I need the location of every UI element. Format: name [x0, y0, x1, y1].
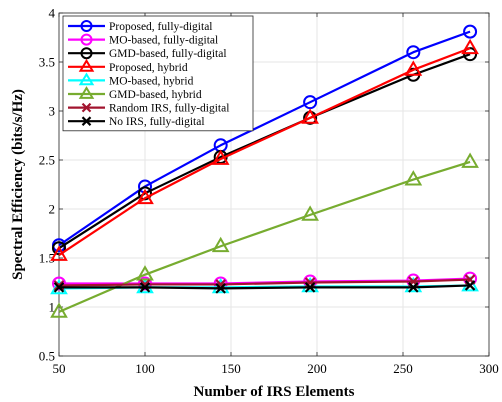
legend-marker: [81, 116, 92, 126]
data-point: [463, 47, 478, 62]
data-point: [50, 245, 68, 261]
legend-entry: GMD-based, hybrid: [68, 86, 202, 101]
data-point: [136, 277, 154, 294]
legend-entry: Random IRS, fully-digital: [68, 103, 229, 115]
data-point: [50, 302, 68, 318]
data-point: [139, 282, 151, 293]
series-0: [52, 24, 478, 253]
data-point: [215, 283, 226, 294]
legend-label: Proposed, fully-digital: [109, 21, 213, 33]
legend-marker: [80, 47, 93, 60]
x-tick-label: 50: [53, 361, 66, 376]
x-axis-title: Number of IRS Elements: [194, 384, 355, 400]
legend-marker: [81, 102, 92, 113]
x-tick-label: 150: [221, 361, 241, 376]
data-point: [406, 45, 421, 60]
legend-entry: No IRS, fully-digital: [68, 116, 205, 128]
y-tick-label: 4: [49, 6, 56, 21]
data-point: [136, 265, 154, 281]
data-point: [211, 236, 230, 253]
legend-box: [62, 15, 254, 132]
y-tick-label: 0.5: [39, 349, 55, 364]
data-point: [404, 170, 423, 186]
data-point: [211, 149, 230, 165]
axes-box: [58, 12, 490, 357]
series-line: [58, 47, 471, 256]
legend-marker: [80, 33, 93, 46]
series-5: [50, 152, 479, 318]
axes: 50 100 150 200 250 300 0.5 1 1.5 2 2.5 3 3.5 4: [39, 6, 499, 377]
legend-label: No IRS, fully-digital: [109, 116, 205, 128]
data-point: [404, 60, 423, 76]
y-tick-label: 3.5: [39, 55, 55, 70]
data-point: [304, 282, 316, 293]
y-tick-label: 1.5: [39, 251, 55, 266]
legend-marker: [78, 86, 95, 99]
x-tick-label: 300: [479, 361, 499, 376]
legend-entry: MO-based, fully-digital: [68, 33, 218, 47]
legend-marker: [78, 72, 95, 86]
x-tick-label: 200: [307, 361, 327, 376]
y-tick-label: 2: [49, 202, 56, 217]
legend-label: GMD-based, hybrid: [109, 89, 202, 101]
legend-marker: [78, 58, 95, 72]
legend-label: MO-based, hybrid: [109, 75, 194, 87]
data-point: [461, 38, 479, 55]
data-point: [52, 276, 66, 291]
legend-entry: Proposed, fully-digital: [68, 20, 213, 33]
data-point: [303, 95, 318, 110]
series-line: [58, 278, 471, 287]
legend-label: MO-based, fully-digital: [109, 35, 218, 47]
data-point: [136, 188, 154, 205]
legend: Proposed, fully-digital MO-based, fully-d…: [62, 15, 254, 132]
legend-marker: [80, 20, 93, 32]
series-line: [58, 160, 471, 313]
series-7: [53, 280, 476, 294]
legend-label: Proposed, hybrid: [109, 62, 188, 74]
x-tick-label: 250: [393, 361, 413, 376]
legend-entry: MO-based, hybrid: [68, 72, 194, 87]
y-tick-label: 3: [49, 104, 56, 119]
data-point: [463, 24, 478, 39]
legend-label: Random IRS, fully-digital: [109, 103, 229, 115]
legend-entry: GMD-based, fully-digital: [68, 47, 227, 60]
legend-entry: Proposed, hybrid: [68, 58, 188, 74]
x-tick-label: 100: [135, 361, 155, 376]
data-point: [301, 108, 319, 124]
y-tick-label: 1: [49, 300, 56, 315]
series-line: [59, 284, 471, 290]
series-line: [58, 30, 471, 247]
legend-label: GMD-based, fully-digital: [109, 48, 227, 60]
y-axis-title: Spectral Efficiency (bits/s/Hz): [10, 89, 26, 280]
series-layer: [50, 24, 479, 318]
data-point: [464, 280, 476, 291]
data-point: [408, 282, 419, 293]
y-tick-label: 2.5: [39, 153, 55, 168]
data-point: [461, 152, 479, 168]
series-3: [50, 38, 479, 261]
data-point: [53, 282, 65, 293]
data-point: [301, 205, 319, 221]
